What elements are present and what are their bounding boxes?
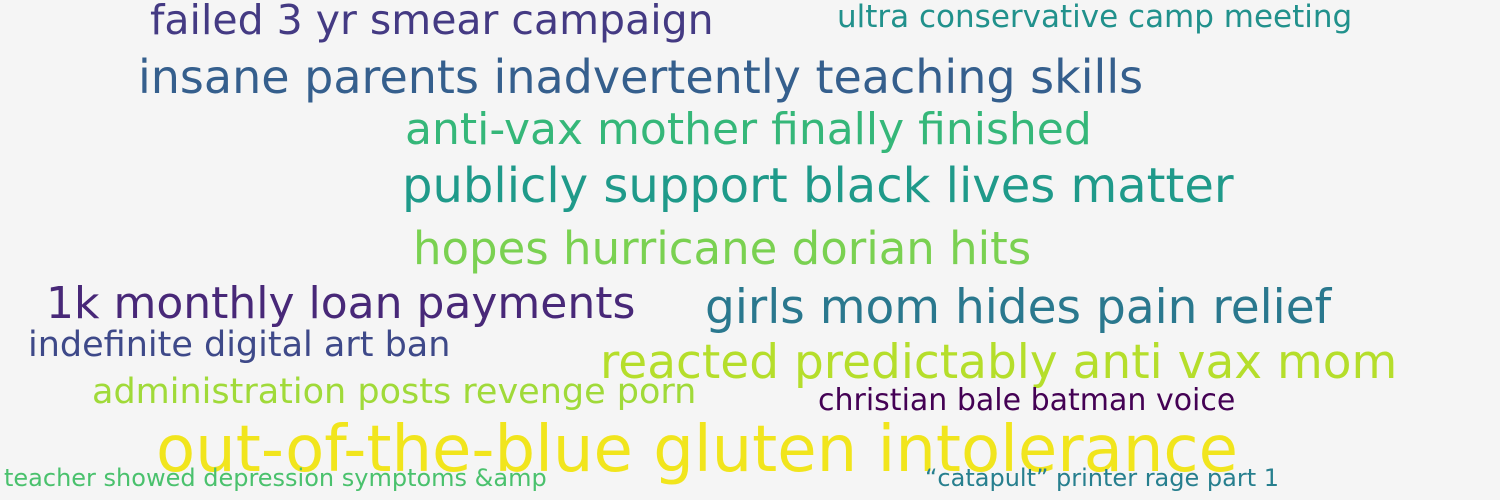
word-cloud-phrase: christian bale batman voice [818,383,1236,418]
word-cloud-phrase: teacher showed depression symptoms &amp [4,464,547,492]
word-cloud-phrase: ultra conservative camp meeting [837,0,1353,35]
word-cloud-phrase: failed 3 yr smear campaign [150,0,714,44]
word-cloud-phrase: indefinite digital art ban [28,325,451,365]
word-cloud-phrase: anti-vax mother finally finished [405,104,1092,155]
word-cloud-phrase: 1k monthly loan payments [46,278,636,329]
word-cloud-phrase: insane parents inadvertently teaching sk… [138,50,1144,104]
word-cloud-phrase: “catapult” printer rage part 1 [925,464,1280,492]
word-cloud-phrase: reacted predictably anti vax mom [600,335,1398,390]
word-cloud-phrase: out-of-the-blue gluten intolerance [156,413,1238,487]
word-cloud-phrase: publicly support black lives matter [402,158,1234,214]
word-cloud-phrase: administration posts revenge porn [92,372,697,412]
word-cloud-phrase: hopes hurricane dorian hits [413,222,1032,275]
word-cloud-phrase: girls mom hides pain relief [705,280,1332,335]
